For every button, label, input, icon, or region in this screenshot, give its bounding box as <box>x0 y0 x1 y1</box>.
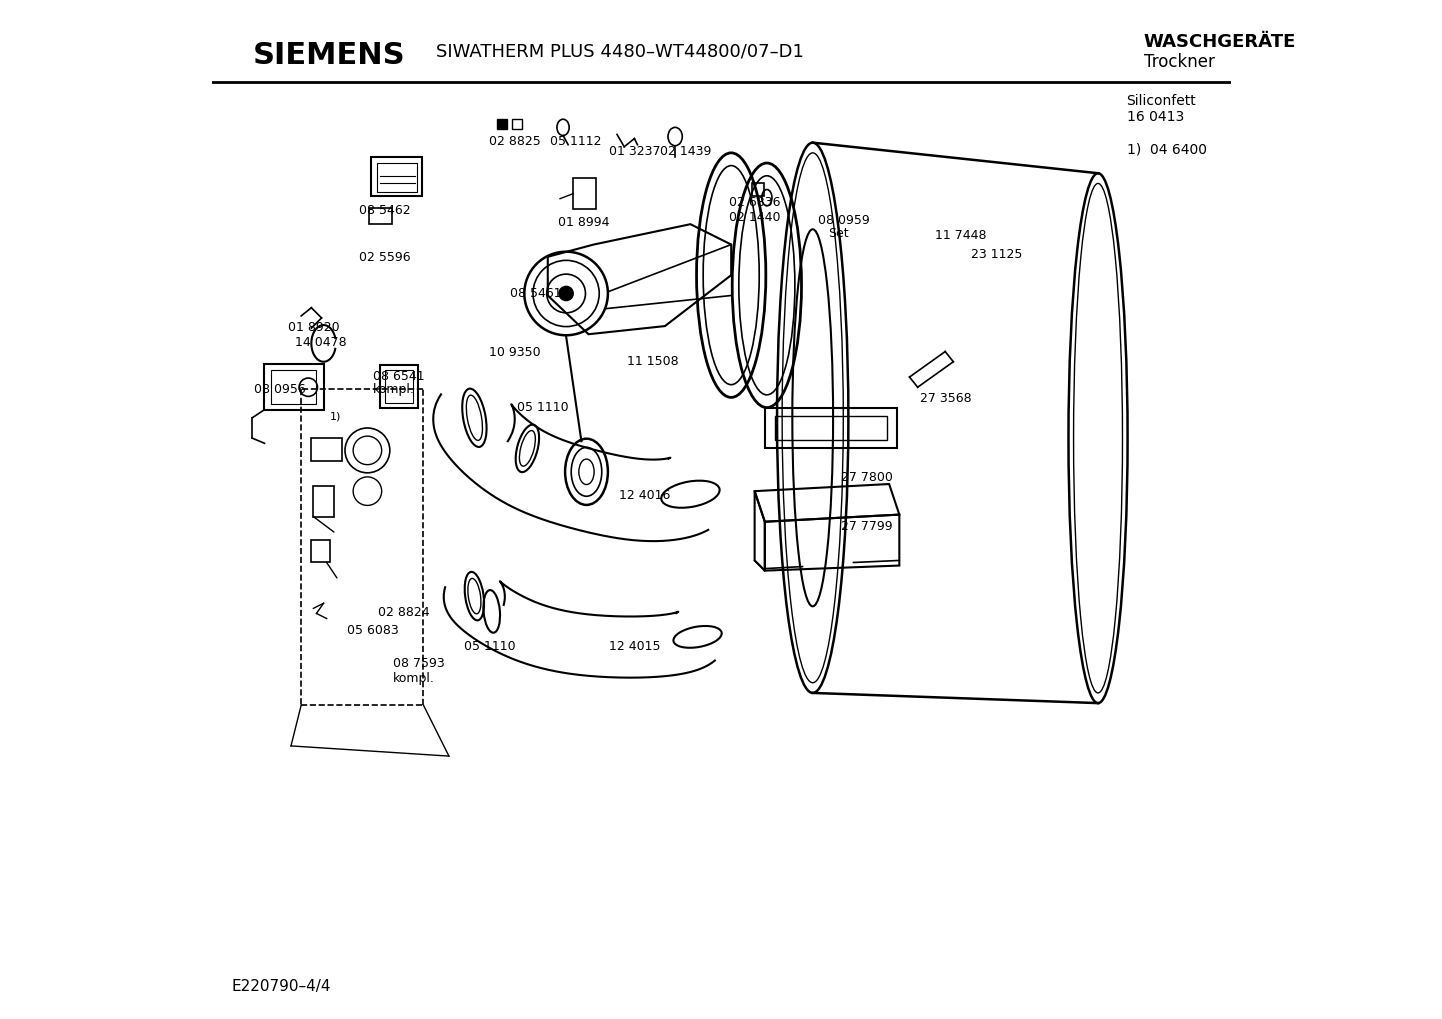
Bar <box>271 370 316 404</box>
Text: 05 1110: 05 1110 <box>518 401 568 415</box>
Text: E220790–4/4: E220790–4/4 <box>232 978 332 994</box>
Text: 01 8994: 01 8994 <box>558 216 610 229</box>
Text: 08 0959: 08 0959 <box>818 214 870 227</box>
Bar <box>264 364 323 410</box>
Text: 14 0478: 14 0478 <box>296 336 346 350</box>
Text: 01 8920: 01 8920 <box>288 321 339 334</box>
Text: 01 3237: 01 3237 <box>609 145 660 158</box>
Text: SIWATHERM PLUS 4480–WT44800/07–D1: SIWATHERM PLUS 4480–WT44800/07–D1 <box>435 43 803 61</box>
Text: 12 4016: 12 4016 <box>619 489 671 502</box>
Bar <box>311 438 342 461</box>
Bar <box>385 370 414 403</box>
Circle shape <box>559 286 574 301</box>
Text: 27 7800: 27 7800 <box>841 471 893 484</box>
Text: Trockner: Trockner <box>1144 53 1214 71</box>
Text: 02 6836: 02 6836 <box>730 196 780 209</box>
Text: 08 7593: 08 7593 <box>392 657 444 671</box>
Text: 05 6083: 05 6083 <box>348 624 399 637</box>
Bar <box>751 183 764 196</box>
Text: kompl.: kompl. <box>392 672 434 685</box>
Bar <box>311 540 330 562</box>
Bar <box>512 119 522 129</box>
Text: 08 0956: 08 0956 <box>254 383 306 396</box>
Text: kompl.: kompl. <box>372 383 414 396</box>
Bar <box>774 416 887 440</box>
Bar <box>764 408 897 448</box>
Text: 02 1439: 02 1439 <box>660 145 711 158</box>
Text: 11 1508: 11 1508 <box>627 355 679 368</box>
Text: 08 6541: 08 6541 <box>372 370 424 383</box>
Text: 23 1125: 23 1125 <box>970 248 1022 261</box>
Text: 05 1112: 05 1112 <box>549 135 601 148</box>
Text: 05 1110: 05 1110 <box>464 640 516 653</box>
Text: 1)  04 6400: 1) 04 6400 <box>1126 143 1207 157</box>
Text: 12 4015: 12 4015 <box>609 640 660 653</box>
Text: 27 7799: 27 7799 <box>841 520 893 533</box>
Bar <box>372 157 423 196</box>
Text: 02 8825: 02 8825 <box>489 135 541 148</box>
Bar <box>379 365 418 408</box>
Text: 1): 1) <box>330 412 342 422</box>
Bar <box>313 486 333 517</box>
Text: 16 0413: 16 0413 <box>1126 110 1184 124</box>
Text: 02 8824: 02 8824 <box>378 606 430 620</box>
Text: Siliconfett: Siliconfett <box>1126 94 1197 108</box>
Text: 02 1440: 02 1440 <box>730 211 780 224</box>
Text: 27 3568: 27 3568 <box>920 392 972 406</box>
Text: 08 5461: 08 5461 <box>510 287 562 301</box>
Bar <box>376 163 417 192</box>
Text: 10 9350: 10 9350 <box>489 346 541 360</box>
Text: Set: Set <box>828 227 849 240</box>
Text: WASCHGERÄTE: WASCHGERÄTE <box>1144 33 1296 51</box>
Text: SIEMENS: SIEMENS <box>252 41 405 69</box>
Bar <box>369 208 392 224</box>
Bar <box>574 178 596 209</box>
Text: 08 5462: 08 5462 <box>359 204 411 217</box>
Text: 11 7448: 11 7448 <box>934 229 986 243</box>
Bar <box>497 119 508 129</box>
Text: 02 5596: 02 5596 <box>359 251 411 264</box>
